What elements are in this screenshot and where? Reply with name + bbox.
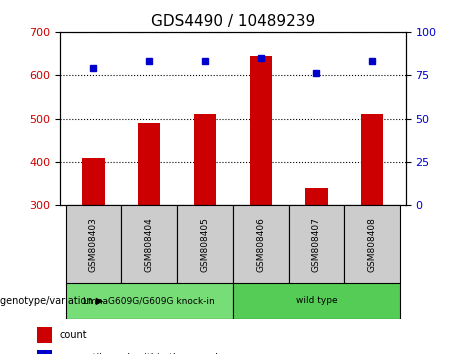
Text: GSM808407: GSM808407 [312, 217, 321, 272]
Bar [289, 205, 344, 283]
Bar [138, 123, 160, 205]
Bar [121, 205, 177, 283]
Text: GSM808404: GSM808404 [145, 217, 154, 272]
Bar [177, 205, 233, 283]
Bar [65, 283, 233, 319]
Bar [233, 283, 400, 319]
Bar [344, 205, 400, 283]
Text: GSM808403: GSM808403 [89, 217, 98, 272]
Bar [194, 114, 216, 205]
Text: genotype/variation ▶: genotype/variation ▶ [0, 296, 103, 306]
Bar [305, 188, 328, 205]
Text: GSM808405: GSM808405 [201, 217, 209, 272]
Bar [65, 205, 121, 283]
Text: LmnaG609G/G609G knock-in: LmnaG609G/G609G knock-in [83, 296, 215, 306]
Text: GSM808406: GSM808406 [256, 217, 265, 272]
Text: wild type: wild type [296, 296, 337, 306]
Bar [249, 56, 272, 205]
Text: percentile rank within the sample: percentile rank within the sample [59, 353, 224, 354]
Text: GSM808408: GSM808408 [368, 217, 377, 272]
Bar [361, 114, 384, 205]
Bar [37, 327, 52, 343]
Bar [37, 350, 52, 354]
Bar [82, 158, 105, 205]
Text: count: count [59, 330, 87, 340]
Bar [233, 205, 289, 283]
Title: GDS4490 / 10489239: GDS4490 / 10489239 [151, 14, 315, 29]
